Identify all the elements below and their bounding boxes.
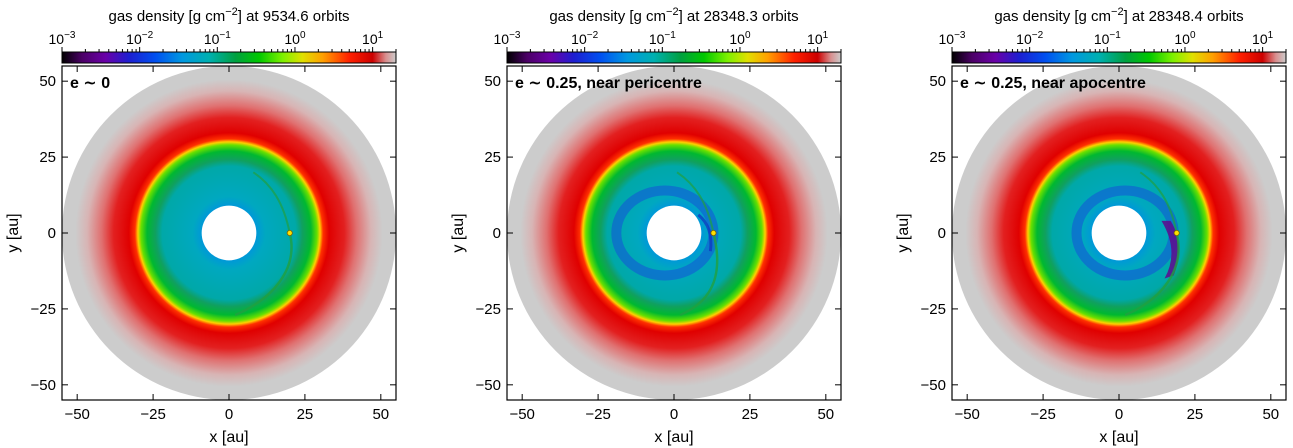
- x-tick-label: 50: [817, 406, 834, 423]
- y-tick-label: 0: [938, 225, 946, 242]
- x-axis-label: x [au]: [209, 429, 248, 446]
- spiral-arm: [1139, 171, 1178, 234]
- y-tick-label: 25: [484, 149, 501, 166]
- y-axis-label: y [au]: [895, 213, 912, 252]
- x-tick-label: 0: [670, 406, 678, 423]
- colorbar: [951, 51, 1287, 64]
- spiral-arm: [1124, 232, 1180, 317]
- density-map: [62, 66, 396, 400]
- colorbar-tick-label: 100: [284, 30, 306, 47]
- colorbar-tick-label: 10−3: [494, 30, 521, 47]
- planet-marker: [1173, 229, 1180, 236]
- colorbar-tick-label: 101: [807, 30, 829, 47]
- y-tick-label: 50: [39, 73, 56, 90]
- y-tick-label: −25: [921, 301, 946, 318]
- spiral-arm: [234, 232, 293, 317]
- panel-2: gas density [g cm−2] at 28348.3 orbits 10…: [450, 6, 842, 446]
- x-tick-label: 50: [372, 406, 389, 423]
- colorbar-tick-label: 10−2: [571, 30, 598, 47]
- colorbar-tick-label: 101: [362, 30, 384, 47]
- panel-annotation: e ∼ 0.25, near pericentre: [515, 75, 702, 92]
- y-tick-label: −25: [476, 301, 501, 318]
- x-tick-label: 25: [1187, 406, 1204, 423]
- colorbar-tick-label: 101: [1252, 30, 1274, 47]
- y-tick-label: −50: [31, 377, 56, 394]
- colorbar-tick-label: 100: [1174, 30, 1196, 47]
- colorbar: [506, 51, 842, 64]
- inner-cavity: [201, 205, 257, 261]
- x-tick-label: −25: [585, 406, 610, 423]
- y-tick-label: −25: [31, 301, 56, 318]
- x-tick-label: 0: [1115, 406, 1123, 423]
- colorbar-title: gas density [g cm−2] at 28348.3 orbits: [549, 6, 798, 25]
- spiral-arm: [679, 232, 719, 317]
- y-axis-label: y [au]: [450, 213, 467, 252]
- density-map: [952, 66, 1286, 400]
- y-tick-label: 0: [48, 225, 56, 242]
- spiral-arm: [252, 171, 291, 234]
- planet-marker: [710, 229, 717, 236]
- planet-wake: [697, 213, 713, 252]
- x-axis-label: x [au]: [654, 429, 693, 446]
- panel-1: gas density [g cm−2] at 9534.6 orbits 10−…: [5, 6, 397, 446]
- y-axis-label: y [au]: [5, 213, 22, 252]
- y-tick-label: 0: [493, 225, 501, 242]
- x-tick-label: 25: [742, 406, 759, 423]
- y-tick-label: 50: [484, 73, 501, 90]
- y-tick-label: 50: [929, 73, 946, 90]
- inner-cavity: [646, 205, 702, 261]
- inner-cavity: [1091, 205, 1147, 261]
- y-tick-label: 25: [929, 149, 946, 166]
- y-tick-label: −50: [921, 377, 946, 394]
- panel-3: gas density [g cm−2] at 28348.4 orbits 10…: [895, 6, 1287, 446]
- colorbar-tick-label: 10−1: [1094, 30, 1121, 47]
- spiral-arm: [676, 171, 715, 234]
- colorbar-tick-label: 10−3: [939, 30, 966, 47]
- colorbar: [61, 51, 397, 64]
- planet-marker: [286, 229, 293, 236]
- colorbar-tick-label: 100: [729, 30, 751, 47]
- colorbar-tick-label: 10−1: [204, 30, 231, 47]
- planet-wake: [1161, 220, 1180, 279]
- x-tick-label: 0: [225, 406, 233, 423]
- colorbar-tick-label: 10−3: [49, 30, 76, 47]
- x-tick-label: −50: [64, 406, 89, 423]
- colorbar-tick-label: 10−2: [1016, 30, 1043, 47]
- x-tick-label: 25: [297, 406, 314, 423]
- panel-annotation: e ∼ 0: [70, 75, 110, 92]
- x-tick-label: −50: [954, 406, 979, 423]
- colorbar-title: gas density [g cm−2] at 9534.6 orbits: [108, 6, 349, 25]
- x-tick-label: −25: [140, 406, 165, 423]
- x-tick-label: 50: [1262, 406, 1279, 423]
- x-tick-label: −25: [1030, 406, 1055, 423]
- panel-annotation: e ∼ 0.25, near apocentre: [960, 75, 1146, 92]
- colorbar-title: gas density [g cm−2] at 28348.4 orbits: [994, 6, 1243, 25]
- x-axis-label: x [au]: [1099, 429, 1138, 446]
- density-map: [507, 66, 841, 400]
- colorbar-tick-label: 10−1: [649, 30, 676, 47]
- x-tick-label: −50: [509, 406, 534, 423]
- colorbar-tick-label: 10−2: [126, 30, 153, 47]
- y-tick-label: 25: [39, 149, 56, 166]
- y-tick-label: −50: [476, 377, 501, 394]
